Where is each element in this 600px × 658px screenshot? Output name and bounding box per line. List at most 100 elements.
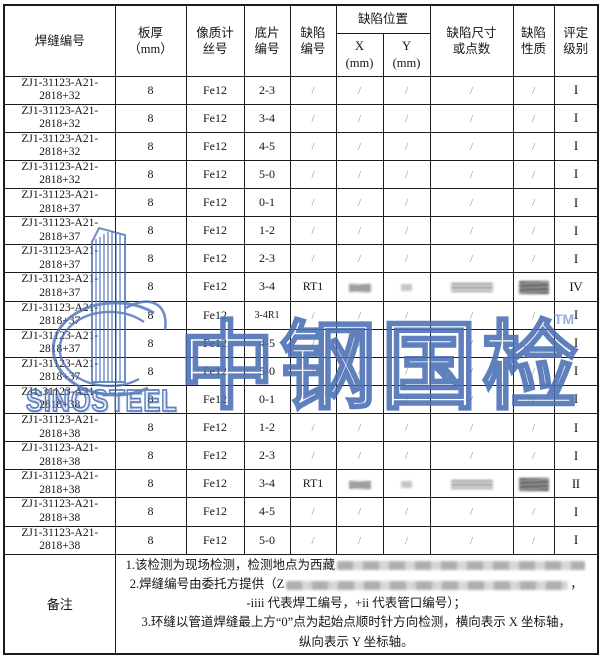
header-y-line1: Y [401, 39, 412, 54]
weld-number-cell: ZJ1-31123-A21- 2818+37 [3, 272, 116, 302]
thickness-cell: 8 [114, 356, 187, 386]
position-y-cell: / [382, 300, 431, 330]
defect-number-cell: RT1 [289, 469, 337, 499]
defect-size-cell [429, 272, 514, 302]
defect-nature-cell: / [512, 216, 555, 246]
assessment-level-cell: I [553, 497, 599, 527]
header-defect-no-line2: 编号 [300, 41, 326, 56]
weld-number-cell: ZJ1-31123-A21- 2818+37 [3, 328, 116, 358]
weld-number-line1: ZJ1-31123-A21- [21, 301, 99, 314]
defect-number-cell: / [289, 75, 337, 105]
defect-number-cell: / [289, 412, 337, 443]
assessment-level-cell: I [553, 131, 599, 161]
header-level-line2: 级别 [563, 41, 589, 56]
empty-cell-slash: / [311, 393, 315, 406]
remark-line: 3.环缝以管道焊缝最上方“0”点为起始点顺时针方向检测，横向表示 X 坐标轴， [141, 615, 572, 630]
position-x-cell: / [335, 216, 384, 246]
position-x-cell: / [335, 384, 384, 415]
table-row: ZJ1-31123-A21- 2818+32 8 Fe12 2-3// / / / I [3, 75, 599, 105]
empty-cell-slash: / [311, 84, 315, 97]
iqi-wire-cell: Fe12 [185, 469, 245, 499]
weld-number-cell: ZJ1-31123-A21- 2818+38 [3, 497, 116, 527]
empty-cell-slash: / [469, 422, 474, 435]
header-nature-line2: 性质 [521, 41, 547, 56]
weld-number-cell: ZJ1-31123-A21- 2818+32 [3, 75, 116, 105]
empty-cell-slash: / [404, 84, 409, 97]
empty-cell-slash: / [404, 337, 409, 350]
assessment-level-cell: I [553, 441, 599, 471]
header-film-line1: 底片 [254, 25, 280, 40]
empty-cell-slash: / [469, 337, 474, 350]
thickness-cell: 8 [114, 103, 187, 133]
weld-number-line1: ZJ1-31123-A21- [21, 414, 99, 426]
assessment-level-cell: I [553, 216, 599, 246]
empty-cell-slash: / [311, 422, 315, 435]
position-y-cell: / [382, 103, 431, 133]
header-nature-line1: 缺陷 [521, 25, 547, 40]
film-number-cell: 4-5 [243, 497, 291, 527]
redacted-value [401, 481, 412, 489]
weld-number-line1: ZJ1-31123-A21- [21, 76, 99, 89]
iqi-wire-cell: Fe12 [185, 300, 245, 330]
empty-cell-slash: / [311, 140, 315, 153]
weld-number-line2: 2818+32 [39, 174, 81, 187]
weld-number-line1: ZJ1-31123-A21- [21, 189, 99, 201]
table-row: ZJ1-31123-A21- 2818+38 8 Fe12 0-1// / / / I [3, 384, 599, 415]
thickness-cell: 8 [114, 131, 187, 161]
header-x-line1: X [354, 39, 365, 54]
position-x-cell: / [335, 441, 384, 471]
empty-cell-slash: / [531, 365, 536, 378]
redacted-value [401, 284, 412, 292]
empty-cell-slash: / [357, 309, 362, 322]
empty-cell-slash: / [469, 534, 474, 547]
weld-number-line2: 2818+37 [39, 343, 81, 356]
defect-nature-cell: / [512, 131, 555, 161]
redacted-text [286, 580, 569, 590]
weld-number-line1: ZJ1-31123-A21- [21, 160, 99, 173]
empty-cell-slash: / [531, 253, 536, 266]
header-iqi-wire: 像质计 丝号 [185, 4, 245, 77]
empty-cell-slash: / [311, 365, 315, 378]
empty-cell-slash: / [311, 337, 315, 350]
header-film-number: 底片 编号 [243, 4, 291, 77]
empty-cell-slash: / [531, 309, 536, 322]
defect-nature-cell [512, 272, 555, 302]
assessment-level-cell: I [553, 244, 599, 274]
defect-size-cell: / [429, 497, 514, 527]
empty-cell-slash: / [531, 197, 536, 210]
defect-number-cell: RT1 [289, 272, 337, 302]
thickness-cell: 8 [114, 216, 187, 246]
defect-number-cell: / [289, 356, 337, 386]
empty-cell-slash: / [404, 422, 409, 435]
position-y-cell: / [382, 244, 431, 274]
defect-number-cell: / [289, 103, 337, 133]
empty-cell-slash: / [404, 197, 409, 210]
film-number-cell: 4-5 [243, 131, 291, 161]
thickness-cell: 8 [114, 300, 187, 330]
thickness-cell: 8 [114, 469, 187, 499]
thickness-cell: 8 [114, 412, 187, 443]
defect-number-cell: / [289, 300, 337, 330]
empty-cell-slash: / [404, 168, 409, 181]
defect-size-cell: / [429, 300, 514, 330]
empty-cell-slash: / [531, 506, 536, 519]
header-iqi-line2: 丝号 [202, 41, 228, 56]
weld-number-line1: ZJ1-31123-A21- [21, 132, 99, 145]
defect-nature-cell: / [512, 300, 555, 330]
table-row: ZJ1-31123-A21- 2818+38 8 Fe12 4-5// / / / I [3, 497, 599, 527]
redacted-value [450, 283, 493, 293]
thickness-cell: 8 [114, 187, 187, 218]
assessment-level-cell: I [553, 103, 599, 133]
remark-body: 1.该检测为现场检测，检测地点为西藏 2.焊缝编号由委托方提供（Z， -iiii 代… [114, 553, 599, 655]
iqi-wire-cell: Fe12 [185, 441, 245, 471]
redacted-value [518, 281, 549, 295]
defect-nature-cell: / [512, 356, 555, 386]
position-y-cell: / [382, 384, 431, 415]
weld-number-cell: ZJ1-31123-A21- 2818+37 [3, 216, 116, 246]
position-y-cell: / [382, 412, 431, 443]
defect-nature-cell: / [512, 384, 555, 415]
thickness-cell: 8 [114, 441, 187, 471]
table-row: ZJ1-31123-A21- 2818+37 8 Fe12 2-3// / / / I [3, 244, 599, 274]
weld-number-line2: 2818+32 [39, 118, 81, 131]
